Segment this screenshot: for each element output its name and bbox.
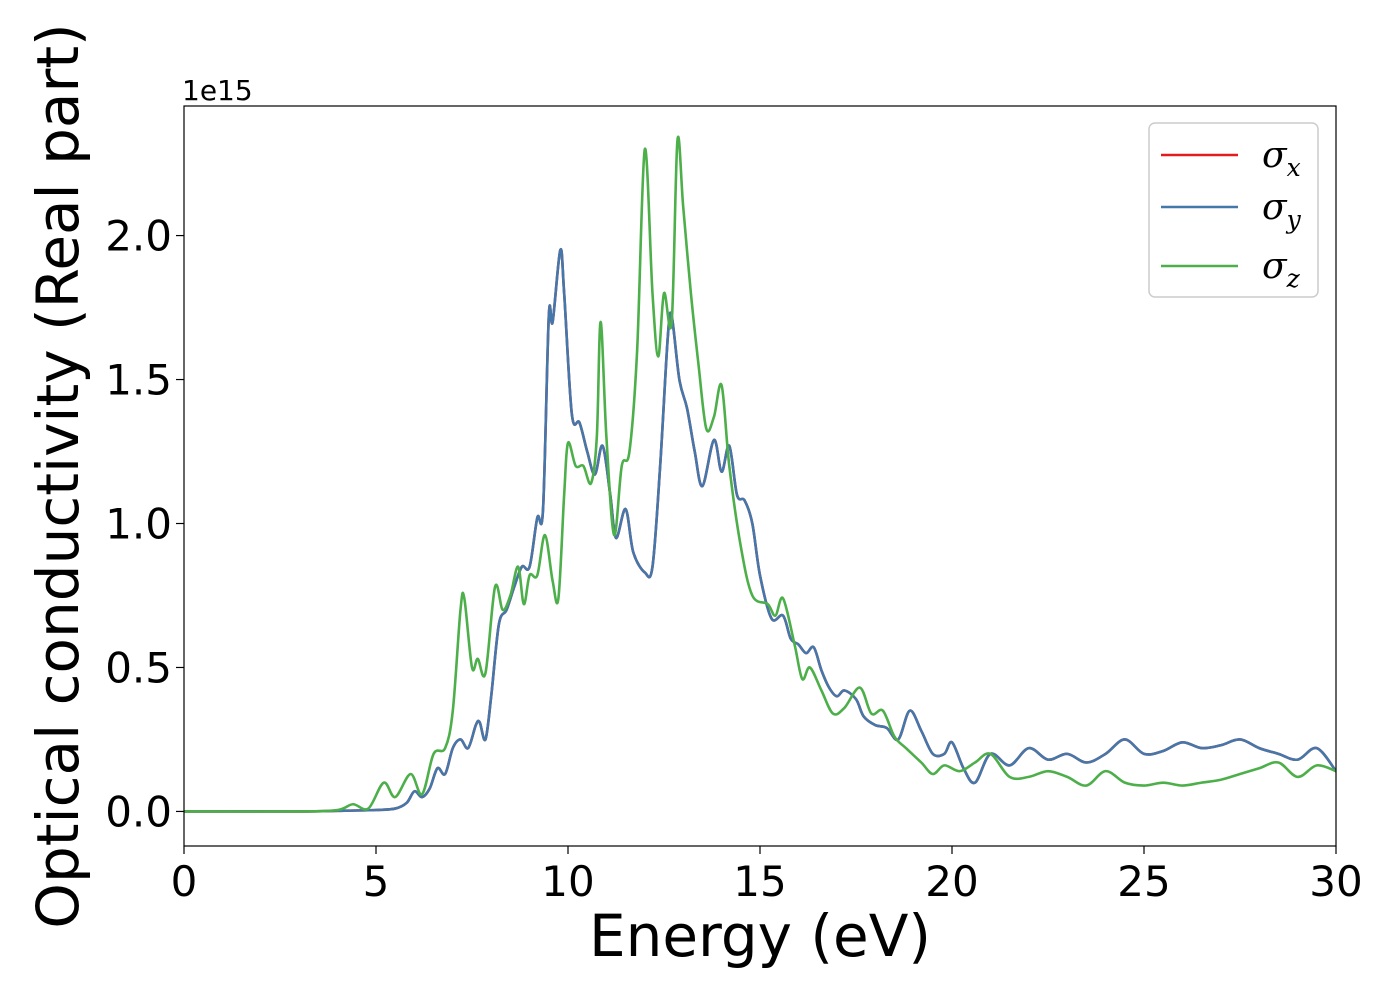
legend-box [1148,122,1319,298]
legend-label-z: σz [1262,246,1301,293]
series-line-z [184,135,1336,813]
x-tick-label: 15 [733,857,786,906]
x-tick-label: 30 [1309,857,1362,906]
legend-label-symbol: σ [1262,246,1288,287]
y-tick-label: 2.0 [105,212,172,261]
y-offset-label: 1e15 [182,74,253,107]
legend-label-symbol: σ [1262,187,1288,228]
curves-layer [184,135,1336,813]
series-line-y [184,248,1336,813]
legend-label-symbol: σ [1262,135,1288,176]
x-tick-label: 25 [1117,857,1170,906]
plot-background [184,106,1336,846]
x-tick-label: 0 [171,857,198,906]
y-axis: 0.0 0.5 1.0 1.5 2.0 [105,212,184,836]
y-tick-label: 0.0 [105,787,172,836]
y-axis-title: Optical conductivity (Real part) [24,23,92,928]
legend-label-subscript: z [1286,264,1301,293]
x-tick-label: 5 [363,857,390,906]
x-axis-title: Energy (eV) [589,902,931,970]
x-axis: 0 5 10 15 20 25 30 [171,846,1363,906]
y-tick-label: 1.5 [105,356,172,405]
y-tick-label: 1.0 [105,500,172,549]
legend-label-subscript: x [1287,153,1301,182]
legend-label-y: σy [1262,187,1302,234]
legend-label-x: σx [1262,135,1301,182]
x-tick-label: 20 [925,857,978,906]
y-tick-label: 0.5 [105,643,172,692]
x-tick-label: 10 [541,857,594,906]
legend-label-subscript: y [1286,205,1302,234]
